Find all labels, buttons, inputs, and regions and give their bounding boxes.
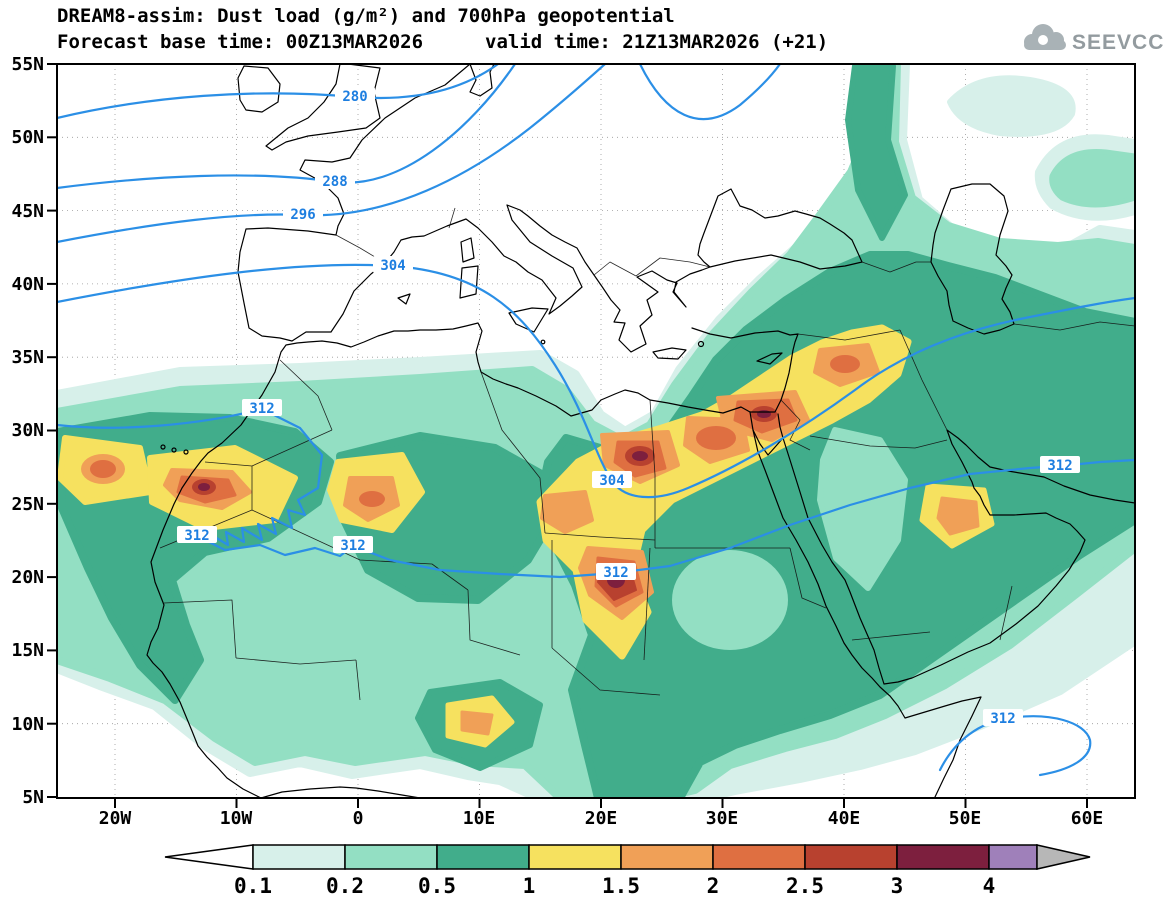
dust-fill-layer: [57, 64, 1135, 798]
cbar-label-5: 2: [707, 874, 720, 898]
logo-text: SEEVCCC: [1072, 31, 1165, 54]
colorbar-seg-4: [620, 844, 714, 870]
lon-tick-40E: 40E: [828, 808, 861, 829]
lon-tick-0: 0: [353, 808, 364, 829]
colorbar-seg-7: [896, 844, 990, 870]
lon-tick-10W: 10W: [220, 808, 253, 829]
lat-tick-15N: 15N: [11, 640, 44, 661]
colorbar-seg-6: [804, 844, 898, 870]
colorbar-seg-3: [528, 844, 622, 870]
lat-tick-20N: 20N: [11, 567, 44, 588]
cbar-label-4: 1.5: [602, 874, 640, 898]
lon-tick-30E: 30E: [706, 808, 739, 829]
contour-label-280: 280: [342, 89, 367, 105]
contour-label-288: 288: [322, 174, 347, 190]
x-axis-labels: 20W 10W 0 10E 20E 30E 40E 50E 60E: [99, 808, 1104, 829]
lon-tick-50E: 50E: [949, 808, 982, 829]
cloud-logo-icon: [1024, 24, 1066, 50]
lon-tick-10E: 10E: [463, 808, 496, 829]
tick-marks: [47, 63, 1088, 808]
lat-tick-45N: 45N: [11, 201, 44, 222]
y-axis-labels: 55N 50N 45N 40N 35N 30N 25N 20N 15N 10N …: [11, 54, 44, 808]
cbar-label-7: 3: [891, 874, 904, 898]
lon-tick-20E: 20E: [585, 808, 618, 829]
cbar-label-0: 0.1: [234, 874, 272, 898]
contour-label-312-a: 312: [249, 401, 274, 417]
colorbar-under-arrow: [164, 844, 254, 870]
cbar-label-6: 2.5: [786, 874, 824, 898]
cbar-label-3: 1: [523, 874, 536, 898]
colorbar-labels: 0.1 0.2 0.5 1 1.5 2 2.5 3 4: [234, 874, 995, 898]
colorbar-seg-1: [344, 844, 438, 870]
header: DREAM8-assim: Dust load (g/m²) and 700hP…: [57, 5, 1165, 54]
colorbar-over-segment: [988, 844, 1038, 870]
contour-label-312-f: 312: [990, 711, 1015, 727]
contour-label-304-a: 304: [380, 258, 405, 274]
lat-tick-25N: 25N: [11, 494, 44, 515]
base-time-label: Forecast base time: 00Z13MAR2026: [57, 31, 423, 53]
colorbar-over-arrow: [1036, 844, 1091, 870]
contour-label-312-b: 312: [184, 528, 209, 544]
axis-layer: 55N 50N 45N 40N 35N 30N 25N 20N 15N 10N …: [11, 54, 1136, 829]
contour-label-312-c: 312: [340, 538, 365, 554]
contour-label-312-e: 312: [1047, 458, 1072, 474]
colorbar-seg-2: [436, 844, 530, 870]
lon-tick-60E: 60E: [1071, 808, 1104, 829]
contour-label-304-b: 304: [599, 473, 624, 489]
cbar-label-8: 4: [983, 874, 996, 898]
lat-tick-50N: 50N: [11, 127, 44, 148]
valid-time-label: valid time: 21Z13MAR2026 (+21): [485, 31, 828, 53]
lat-tick-10N: 10N: [11, 714, 44, 735]
lat-tick-5N: 5N: [22, 787, 44, 808]
lon-tick-20W: 20W: [99, 808, 132, 829]
colorbar-seg-0: [252, 844, 346, 870]
lat-tick-55N: 55N: [11, 54, 44, 75]
lat-tick-35N: 35N: [11, 347, 44, 368]
border-layer: [159, 207, 1135, 701]
seevccc-logo: SEEVCCC: [1024, 24, 1165, 54]
colorbar: 0.1 0.2 0.5 1 1.5 2 2.5 3 4: [164, 844, 1091, 898]
cbar-label-1: 0.2: [326, 874, 364, 898]
contour-labels: 280 288 296 304 304 312 312 312 312 312 …: [177, 87, 1080, 727]
page-title: DREAM8-assim: Dust load (g/m²) and 700hP…: [57, 5, 675, 27]
geopotential-layer: 280 288 296 304 304 312 312 312 312 312 …: [57, 64, 1135, 777]
contour-label-312-d: 312: [603, 565, 628, 581]
cbar-label-2: 0.5: [418, 874, 456, 898]
contour-label-296: 296: [290, 207, 315, 223]
lat-tick-30N: 30N: [11, 420, 44, 441]
lat-tick-40N: 40N: [11, 274, 44, 295]
colorbar-seg-5: [712, 844, 806, 870]
